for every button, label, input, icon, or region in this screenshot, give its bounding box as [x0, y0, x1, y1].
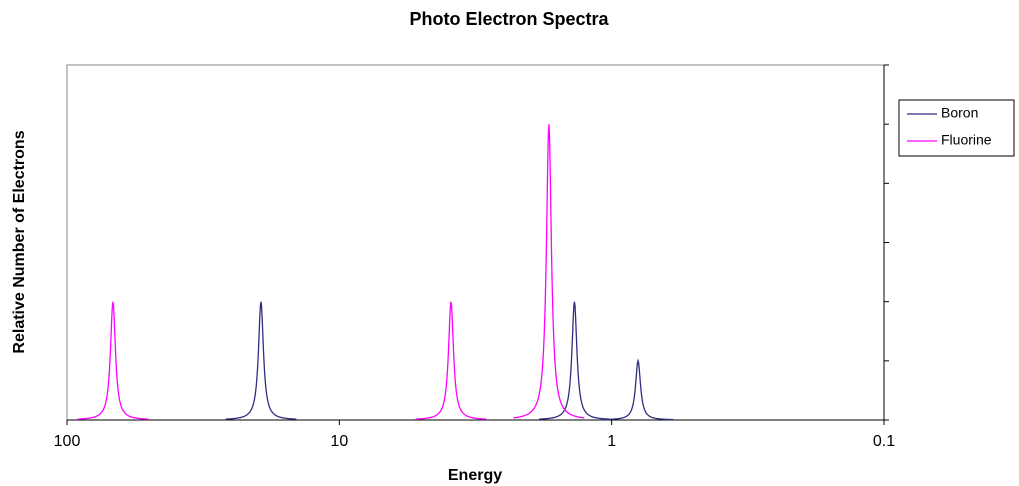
x-tick-label: 0.1: [873, 433, 895, 450]
x-tick-label: 1: [607, 433, 616, 450]
peak: [77, 301, 149, 420]
legend-label: Boron: [941, 105, 978, 121]
x-tick-label: 10: [330, 433, 348, 450]
legend-box: [898, 99, 1015, 157]
x-axis-label: Energy: [448, 467, 502, 484]
legend-label: Fluorine: [941, 132, 992, 148]
peak: [538, 301, 610, 420]
x-tick-label: 100: [54, 433, 81, 450]
chart-title: Photo Electron Spectra: [409, 9, 609, 29]
plot-area: [66, 64, 885, 421]
peak: [602, 358, 674, 421]
peak: [513, 124, 585, 419]
peak: [415, 301, 487, 420]
peak: [225, 301, 297, 420]
y-axis-label: Relative Number of Electrons: [11, 130, 28, 353]
